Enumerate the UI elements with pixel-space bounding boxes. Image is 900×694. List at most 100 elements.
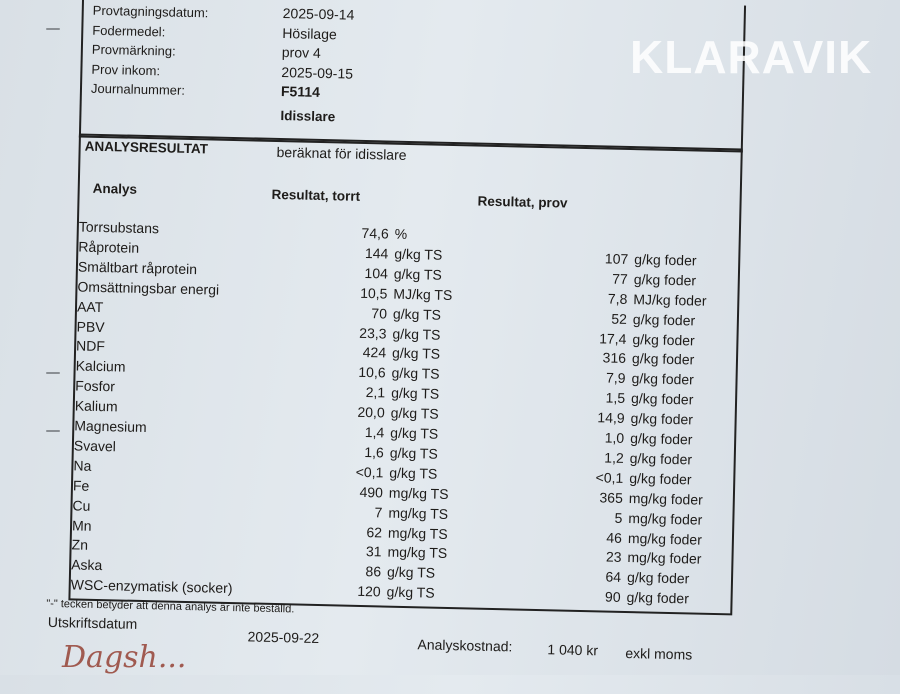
sample-unit: mg/kg foder [628,489,703,508]
print-date: 2025-09-22 [247,628,320,647]
dry-unit: mg/kg TS [387,543,448,562]
analysis-name: Cu [72,497,91,514]
section-title: ANALYSRESULTAT [84,138,209,157]
analysis-name: Fe [72,477,90,494]
dry-value: <0,1 [355,463,384,481]
sample-unit: g/kg foder [626,569,690,587]
dry-value: 1,6 [364,443,385,461]
col-analysis: Analys [92,180,138,197]
analysis-name: Kalium [74,397,118,415]
dry-value: 10,6 [358,364,386,381]
sample-value: 23 [605,548,622,566]
meta-value: prov 4 [281,44,321,61]
punch-mark [46,28,60,30]
analysis-name: Torrsubstans [78,218,160,237]
meta-label: Prov inkom: [91,61,161,78]
sample-unit: g/kg foder [630,430,693,448]
handwritten-note: Dagsh... [62,640,187,675]
dry-value: 7 [374,503,383,521]
sample-value: 14,9 [597,409,625,427]
analysis-name: PBV [76,317,105,335]
section-subtitle: beräknat för idisslare [276,143,407,163]
dry-unit: g/kg TS [390,404,439,422]
col-dry: Resultat, torrt [271,186,361,204]
meta-value: F5114 [280,83,321,100]
dry-unit: g/kg TS [392,325,441,343]
dry-unit: mg/kg TS [387,524,448,542]
dry-value: 31 [365,543,382,560]
sample-unit: MJ/kg foder [633,290,707,309]
sample-unit: g/kg foder [632,310,696,329]
dry-value: 62 [366,523,383,540]
animal-type: Idisslare [280,108,336,125]
meta-value: Hösilage [282,24,337,42]
dry-unit: g/kg TS [390,424,439,442]
cost-note: exkl moms [625,644,693,663]
dry-unit: g/kg TS [394,245,443,263]
sample-value: 1,0 [604,429,625,446]
sample-value: 7,8 [607,290,628,307]
sample-unit: mg/kg foder [628,509,703,528]
dry-unit: MJ/kg TS [393,285,453,303]
dry-value: 120 [357,583,381,600]
print-label: Utskriftsdatum [47,613,138,632]
sample-unit: g/kg foder [634,250,697,269]
analysis-name: Fosfor [75,377,116,395]
dry-unit: g/kg TS [390,384,440,402]
meta-label: Journalnummer: [90,80,186,98]
dry-unit: g/kg TS [393,265,443,283]
analysis-name: WSC-enzymatisk (socker) [70,576,233,597]
sample-value: 7,9 [605,369,626,387]
sample-unit: mg/kg foder [627,529,703,548]
dry-value: 10,5 [360,284,388,302]
dry-value: 424 [362,344,387,361]
sample-value: 17,4 [599,329,627,347]
sample-value: 1,5 [605,389,626,407]
dry-unit: g/kg TS [386,563,436,581]
sample-value: 1,2 [604,449,624,466]
dry-value: 490 [359,483,384,501]
sample-value: <0,1 [595,469,624,486]
analysis-name: Na [73,457,92,474]
dry-unit: g/kg TS [391,364,440,383]
dry-value: 70 [371,304,388,322]
dry-unit: g/kg TS [386,583,435,601]
sample-value: 107 [604,250,629,267]
analysis-name: Smältbart råprotein [77,258,198,277]
dry-unit: g/kg TS [389,444,438,462]
dry-value: 86 [365,563,382,580]
dry-unit: g/kg TS [392,305,442,323]
dry-unit: mg/kg TS [388,484,449,502]
analysis-name: Omsättningsbar energi [77,278,220,298]
sample-unit: mg/kg foder [627,549,702,568]
sample-unit: g/kg foder [630,410,694,428]
analysis-name: NDF [75,337,106,355]
sample-value: 77 [612,270,629,287]
punch-mark [46,372,60,374]
col-sample: Resultat, prov [477,193,568,211]
analysis-name: AAT [76,298,104,315]
meta-label: Fodermedel: [92,22,166,39]
analysis-name: Mn [71,516,92,534]
dry-unit: mg/kg TS [388,504,449,522]
dry-value: 1,4 [364,424,385,441]
sample-unit: g/kg foder [631,370,694,388]
sample-unit: g/kg foder [632,330,695,348]
analysis-name: Magnesium [74,417,147,436]
dry-value: 144 [364,244,389,262]
dry-value: 20,0 [357,403,385,421]
analysis-name: Aska [71,556,103,574]
punch-mark [46,430,60,432]
sample-value: 316 [602,349,627,367]
sample-value: 90 [604,588,621,606]
sample-value: 46 [606,529,623,546]
sample-unit: g/kg foder [633,270,697,289]
sample-value: 64 [605,568,622,586]
cost-value: 1 040 kr [547,641,599,659]
sample-unit: g/kg foder [629,469,692,488]
sample-unit: g/kg foder [626,589,690,607]
meta-value: 2025-09-14 [282,5,355,23]
sample-value: 365 [599,489,624,506]
analysis-name: Kalcium [75,357,126,375]
